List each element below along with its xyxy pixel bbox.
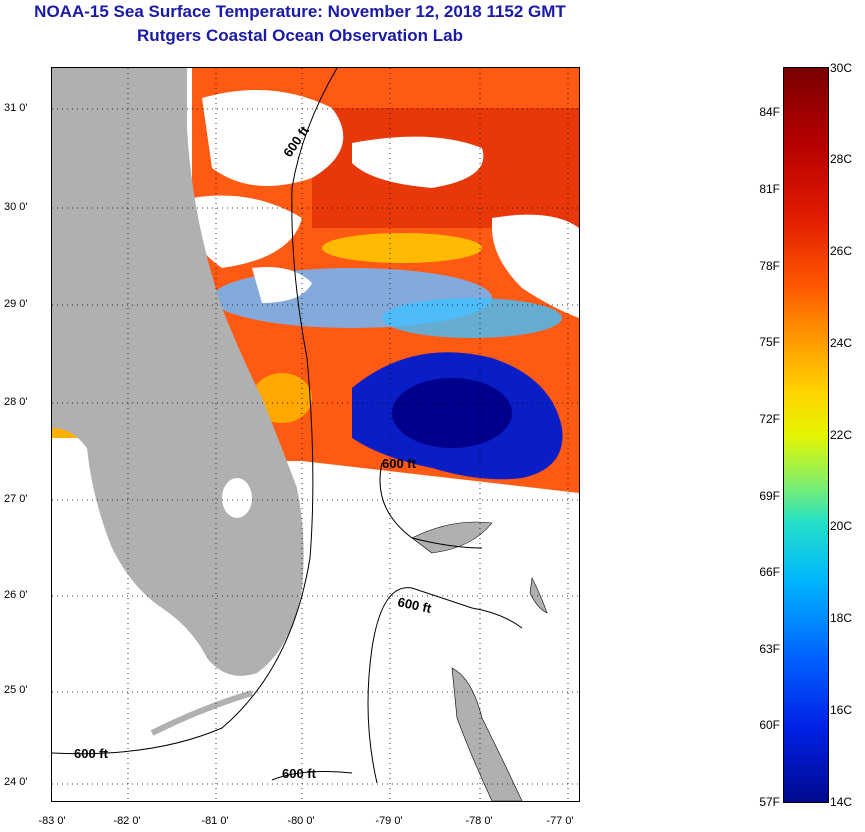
colorbar-celsius-label: 20C (830, 519, 853, 533)
cloud-area (492, 214, 579, 318)
lon-label: -78 0' (465, 815, 493, 827)
lon-label: -80 0' (287, 815, 315, 827)
cloud-area (192, 195, 302, 268)
colorbar-fahrenheit-label: 66F (759, 565, 780, 579)
lon-label: -81 0' (201, 815, 229, 827)
florida-land (52, 68, 304, 676)
lat-label: 28 0' (4, 396, 28, 408)
temperature-colorbar (783, 67, 829, 803)
colorbar-celsius-label: 26C (830, 244, 853, 258)
colorbar-fahrenheit-label: 78F (759, 259, 780, 273)
lat-label: 27 0' (4, 493, 28, 505)
lake-okeechobee (222, 478, 252, 518)
contour-label: 600 ft (74, 746, 109, 761)
colorbar-fahrenheit-label: 60F (759, 718, 780, 732)
graticule (52, 68, 579, 801)
map-title: NOAA-15 Sea Surface Temperature: Novembe… (34, 2, 566, 21)
lat-label: 30 0' (4, 201, 28, 213)
sst-map-canvas: 600 ft 600 ft 600 ft 600 ft 600 ft (52, 68, 579, 801)
florida-keys (150, 690, 253, 736)
colorbar-celsius-label: 24C (830, 336, 853, 350)
lat-label: 24 0' (4, 776, 28, 788)
colorbar-fahrenheit-label: 57F (759, 795, 780, 809)
isobath-600ft (52, 68, 338, 755)
colorbar-fahrenheit-label: 69F (759, 489, 780, 503)
sst-warm-band (252, 373, 312, 423)
lon-label: -82 0' (113, 815, 141, 827)
colorbar-fahrenheit-label: 63F (759, 642, 780, 656)
colorbar-fahrenheit-label: 75F (759, 335, 780, 349)
sst-warm-band (322, 233, 482, 263)
lat-label: 31 0' (4, 102, 28, 114)
contour-label: 600 ft (382, 456, 417, 471)
contour-label: 600 ft (282, 766, 317, 781)
bahamas-land (411, 521, 493, 554)
colorbar-celsius-label: 18C (830, 611, 853, 625)
sst-map[interactable]: 600 ft 600 ft 600 ft 600 ft 600 ft (51, 67, 580, 802)
colorbar-fahrenheit-label: 81F (759, 182, 780, 196)
bahamas-land (451, 667, 523, 801)
lon-label: -79 0' (375, 815, 403, 827)
colorbar-celsius-label: 22C (830, 428, 853, 442)
isobath-600ft (271, 771, 353, 781)
lat-label: 26 0' (4, 589, 28, 601)
map-subtitle: Rutgers Coastal Ocean Observation Lab (137, 26, 463, 45)
sst-cool-band (382, 298, 562, 338)
bahamas-land (529, 576, 548, 614)
lat-label: 29 0' (4, 298, 28, 310)
colorbar-celsius-label: 28C (830, 152, 853, 166)
lat-label: 25 0' (4, 684, 28, 696)
colorbar-celsius-label: 30C (830, 61, 853, 75)
colorbar-celsius-label: 16C (830, 703, 853, 717)
colorbar-celsius-label: 14C (830, 795, 853, 809)
isobath-600ft (379, 462, 483, 549)
colorbar-fahrenheit-label: 84F (759, 105, 780, 119)
sst-cold-core (392, 378, 512, 448)
lon-label: -77 0' (546, 815, 574, 827)
lon-label: -83 0' (38, 815, 66, 827)
contour-label: 600 ft (396, 594, 433, 616)
isobath-600ft (367, 587, 523, 784)
cloud-area (202, 90, 344, 186)
cloud-area (352, 136, 484, 188)
colorbar-fahrenheit-label: 72F (759, 412, 780, 426)
